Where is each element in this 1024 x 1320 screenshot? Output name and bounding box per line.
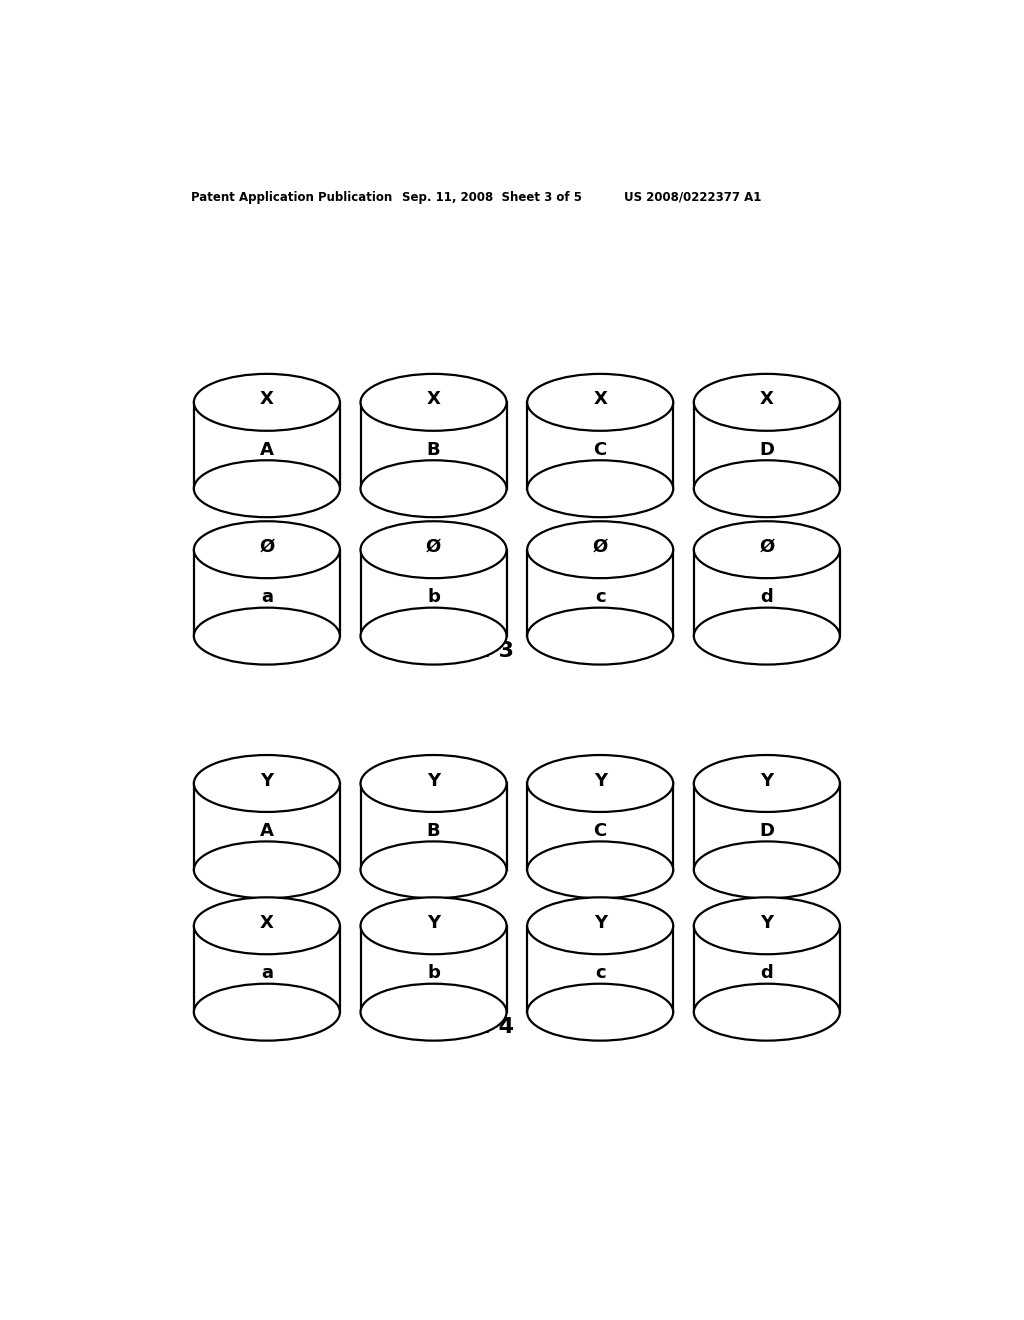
Text: X: X: [260, 913, 273, 932]
Ellipse shape: [360, 755, 507, 812]
Polygon shape: [527, 925, 673, 1012]
Polygon shape: [694, 403, 840, 488]
Text: Y: Y: [427, 913, 440, 932]
Text: Y: Y: [260, 772, 273, 789]
Ellipse shape: [360, 607, 507, 664]
Text: c: c: [595, 965, 605, 982]
Polygon shape: [194, 403, 340, 488]
Ellipse shape: [694, 461, 840, 517]
Text: X: X: [260, 391, 273, 408]
Polygon shape: [527, 784, 673, 870]
Polygon shape: [194, 925, 340, 1012]
Ellipse shape: [194, 521, 340, 578]
Ellipse shape: [360, 521, 507, 578]
Text: B: B: [427, 441, 440, 459]
Text: b: b: [427, 965, 440, 982]
Polygon shape: [527, 549, 673, 636]
Ellipse shape: [694, 755, 840, 812]
Ellipse shape: [360, 461, 507, 517]
Polygon shape: [694, 925, 840, 1012]
Text: a: a: [261, 589, 272, 606]
Polygon shape: [360, 549, 507, 636]
Text: Y: Y: [594, 913, 607, 932]
Polygon shape: [194, 549, 340, 636]
Ellipse shape: [194, 983, 340, 1040]
Text: D: D: [760, 441, 774, 459]
Ellipse shape: [194, 755, 340, 812]
Text: A: A: [260, 441, 273, 459]
Ellipse shape: [194, 898, 340, 954]
Text: Ø: Ø: [259, 537, 274, 556]
Ellipse shape: [527, 521, 673, 578]
Text: A: A: [260, 822, 273, 840]
Text: c: c: [595, 589, 605, 606]
Text: Ø: Ø: [426, 537, 441, 556]
Ellipse shape: [360, 983, 507, 1040]
Text: Ø: Ø: [759, 537, 774, 556]
Ellipse shape: [527, 898, 673, 954]
Ellipse shape: [527, 374, 673, 430]
Ellipse shape: [527, 983, 673, 1040]
Text: D: D: [760, 822, 774, 840]
Ellipse shape: [527, 461, 673, 517]
Ellipse shape: [694, 521, 840, 578]
Text: X: X: [593, 391, 607, 408]
Text: d: d: [761, 589, 773, 606]
Text: C: C: [594, 441, 607, 459]
Polygon shape: [194, 784, 340, 870]
Text: Y: Y: [760, 913, 773, 932]
Text: C: C: [594, 822, 607, 840]
Text: FIG. 4: FIG. 4: [440, 1018, 514, 1038]
Ellipse shape: [194, 841, 340, 899]
Text: X: X: [427, 391, 440, 408]
Text: Y: Y: [760, 772, 773, 789]
Text: Patent Application Publication: Patent Application Publication: [191, 190, 393, 203]
Ellipse shape: [694, 607, 840, 664]
Ellipse shape: [527, 607, 673, 664]
Text: Sep. 11, 2008  Sheet 3 of 5: Sep. 11, 2008 Sheet 3 of 5: [401, 190, 582, 203]
Ellipse shape: [694, 983, 840, 1040]
Text: Y: Y: [427, 772, 440, 789]
Ellipse shape: [527, 841, 673, 899]
Text: b: b: [427, 589, 440, 606]
Ellipse shape: [194, 607, 340, 664]
Polygon shape: [694, 549, 840, 636]
Ellipse shape: [694, 898, 840, 954]
Ellipse shape: [360, 898, 507, 954]
Text: Ø: Ø: [593, 537, 608, 556]
Polygon shape: [360, 784, 507, 870]
Ellipse shape: [360, 374, 507, 430]
Text: Y: Y: [594, 772, 607, 789]
Polygon shape: [694, 784, 840, 870]
Ellipse shape: [194, 461, 340, 517]
Ellipse shape: [694, 374, 840, 430]
Text: B: B: [427, 822, 440, 840]
Ellipse shape: [694, 841, 840, 899]
Text: FIG. 3: FIG. 3: [440, 642, 514, 661]
Ellipse shape: [360, 841, 507, 899]
Polygon shape: [360, 925, 507, 1012]
Ellipse shape: [194, 374, 340, 430]
Text: d: d: [761, 965, 773, 982]
Text: a: a: [261, 965, 272, 982]
Polygon shape: [360, 403, 507, 488]
Polygon shape: [527, 403, 673, 488]
Text: X: X: [760, 391, 774, 408]
Text: US 2008/0222377 A1: US 2008/0222377 A1: [624, 190, 762, 203]
Ellipse shape: [527, 755, 673, 812]
